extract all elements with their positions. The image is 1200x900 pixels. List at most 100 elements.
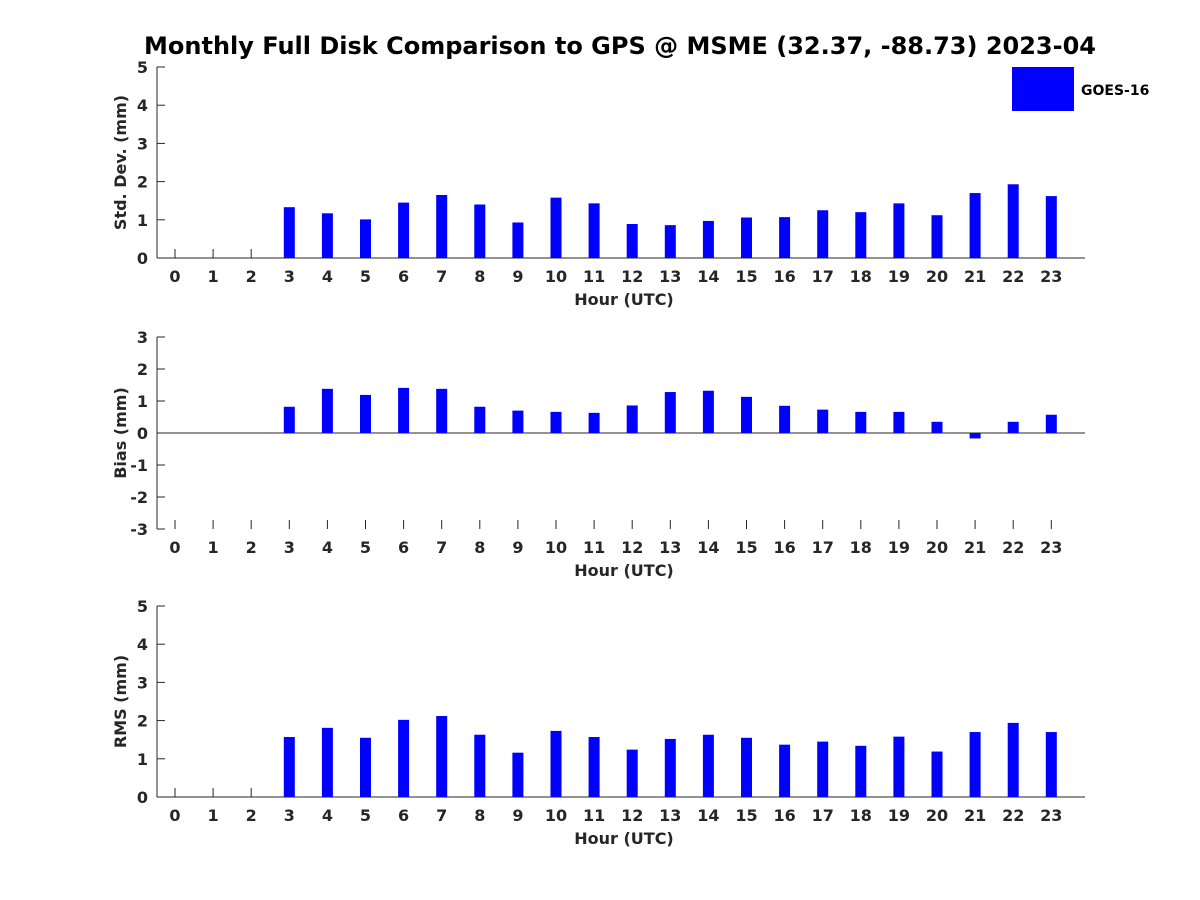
bar-hour-12 [626,405,638,433]
bar-hour-20 [931,421,943,433]
x-tick-label: 14 [697,267,719,286]
x-tick-label: 9 [512,806,523,825]
x-tick-label: 4 [322,267,333,286]
bar-hour-21 [969,732,981,797]
x-tick-label: 1 [208,267,219,286]
bar-hour-9 [512,410,524,433]
y-tick-label: -2 [130,488,148,507]
bar-hour-4 [321,213,333,258]
y-tick-label: 3 [137,134,148,153]
x-tick-label: 4 [322,538,333,557]
x-tick-label: 23 [1040,806,1062,825]
x-tick-label: 7 [436,806,447,825]
y-tick-label: 5 [137,597,148,616]
x-tick-label: 2 [246,538,257,557]
x-tick-label: 11 [583,267,605,286]
x-tick-label: 1 [208,806,219,825]
bar-hour-14 [702,220,714,258]
x-axis-label: Hour (UTC) [574,561,674,580]
x-tick-label: 13 [659,806,681,825]
bar-hour-14 [702,734,714,797]
bar-hour-11 [588,412,600,433]
y-tick-label: -1 [130,456,148,475]
bar-hour-10 [550,730,562,797]
y-tick-label: 3 [137,673,148,692]
bar-hour-4 [321,727,333,797]
x-tick-label: 11 [583,806,605,825]
bar-hour-16 [779,405,791,433]
y-tick-label: 1 [137,750,148,769]
x-tick-label: 0 [169,267,180,286]
bar-hour-3 [283,737,295,797]
bar-hour-3 [283,406,295,433]
y-tick-label: 3 [137,328,148,347]
bar-hour-19 [893,203,905,258]
x-tick-label: 19 [888,806,910,825]
x-tick-label: 15 [735,538,757,557]
bar-hour-13 [664,225,676,258]
bar-hour-4 [321,388,333,433]
x-tick-label: 1 [208,538,219,557]
x-tick-label: 17 [812,538,834,557]
bar-hour-22 [1007,722,1019,797]
x-tick-label: 10 [545,267,567,286]
y-axis-label: RMS (mm) [111,655,130,748]
x-tick-label: 8 [474,538,485,557]
y-tick-label: 4 [137,635,148,654]
bar-hour-21 [969,193,981,258]
y-tick-label: 0 [137,249,148,268]
x-tick-label: 18 [850,267,872,286]
x-tick-label: 16 [773,267,795,286]
bar-hour-5 [360,737,371,797]
x-tick-label: 20 [926,538,948,557]
x-tick-label: 10 [545,806,567,825]
x-tick-label: 8 [474,267,485,286]
x-tick-label: 21 [964,538,986,557]
x-tick-label: 11 [583,538,605,557]
bar-hour-22 [1007,421,1019,433]
x-tick-label: 13 [659,267,681,286]
bar-hour-13 [664,738,676,797]
x-tick-label: 23 [1040,267,1062,286]
x-tick-label: 2 [246,267,257,286]
x-tick-label: 12 [621,538,643,557]
x-tick-label: 6 [398,267,409,286]
x-tick-label: 5 [360,538,371,557]
x-tick-label: 12 [621,267,643,286]
y-axis-label: Std. Dev. (mm) [111,95,130,230]
x-axis-label: Hour (UTC) [574,829,674,848]
x-tick-label: 3 [284,267,295,286]
y-tick-label: 2 [137,712,148,731]
y-tick-label: 0 [137,424,148,443]
x-tick-label: 6 [398,538,409,557]
bar-hour-16 [779,217,791,258]
bar-hour-17 [817,409,829,433]
bar-hour-8 [474,406,486,433]
bar-hour-23 [1045,414,1057,433]
x-tick-label: 18 [850,538,872,557]
y-tick-label: 1 [137,211,148,230]
bar-hour-23 [1045,196,1057,258]
bar-hour-18 [855,745,867,797]
bar-hour-20 [931,215,943,258]
x-tick-label: 21 [964,267,986,286]
bar-hour-9 [512,752,524,797]
bar-hour-6 [398,202,410,258]
legend-swatch [1012,67,1074,111]
bar-hour-7 [436,716,448,797]
bar-hour-16 [779,744,791,797]
x-axis-label: Hour (UTC) [574,290,674,309]
x-tick-label: 19 [888,538,910,557]
bar-hour-22 [1007,184,1019,258]
bar-hour-20 [931,751,943,797]
bar-hour-7 [436,194,448,258]
bar-hour-15 [741,396,752,433]
bar-hour-15 [741,217,752,258]
y-tick-label: -3 [130,520,148,539]
bar-hour-18 [855,411,867,433]
y-tick-label: 1 [137,392,148,411]
x-tick-label: 18 [850,806,872,825]
x-tick-label: 14 [697,538,719,557]
